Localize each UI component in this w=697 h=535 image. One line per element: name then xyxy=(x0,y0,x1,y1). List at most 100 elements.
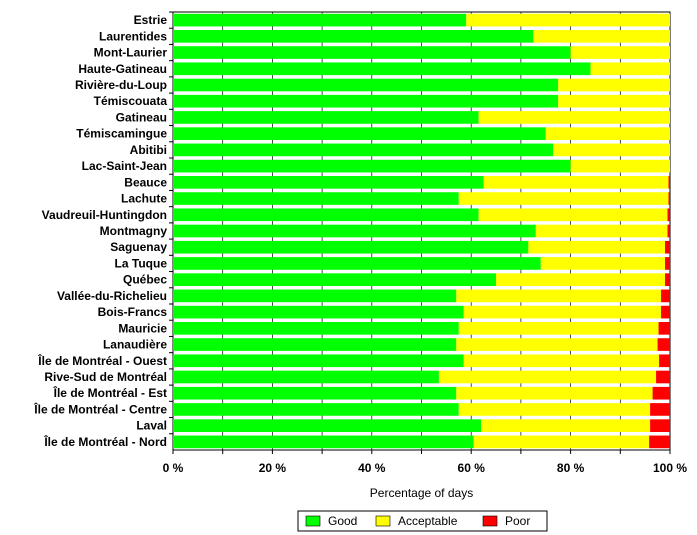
bar-good xyxy=(173,208,479,222)
bar-good xyxy=(173,386,457,400)
bar-acceptable xyxy=(545,127,670,140)
bar-acceptable xyxy=(570,159,670,173)
category-label: Haute-Gatineau xyxy=(78,62,167,76)
bar-acceptable xyxy=(496,273,666,286)
legend: Good Acceptable Poor xyxy=(297,510,548,532)
bar-acceptable xyxy=(553,143,670,157)
bar-acceptable xyxy=(570,46,670,59)
bar-good xyxy=(173,78,559,92)
bar-good xyxy=(173,419,482,432)
bar-poor xyxy=(649,435,670,449)
x-tick-label: 80 % xyxy=(557,461,585,475)
legend-label-good: Good xyxy=(328,514,357,528)
bar-acceptable xyxy=(535,224,668,238)
bar-good xyxy=(173,273,497,286)
bar-good xyxy=(173,224,536,238)
category-label: Lachute xyxy=(121,192,167,206)
bar-acceptable xyxy=(533,30,670,43)
bar-good xyxy=(173,127,546,140)
legend-swatch-acceptable xyxy=(375,515,391,527)
category-label: Lac-Saint-Jean xyxy=(82,159,167,173)
bar-good xyxy=(173,435,474,449)
category-label: Île de Montréal - Centre xyxy=(33,401,167,416)
bar-good xyxy=(173,62,591,76)
bar-good xyxy=(173,46,571,59)
category-label: Laval xyxy=(136,419,167,433)
category-label: Témiscamingue xyxy=(76,127,167,141)
bar-good xyxy=(173,240,529,254)
bar-good xyxy=(173,257,541,270)
bar-poor xyxy=(661,305,670,319)
bar-poor xyxy=(665,257,670,270)
bar-good xyxy=(173,176,484,189)
bar-good xyxy=(173,111,479,124)
bar-acceptable xyxy=(483,176,669,189)
category-label: Beauce xyxy=(124,175,167,189)
legend-swatch-good xyxy=(305,515,321,527)
legend-swatch-poor xyxy=(482,515,498,527)
bar-poor xyxy=(659,354,670,368)
bar-acceptable xyxy=(456,289,662,303)
category-label: Québec xyxy=(123,273,167,287)
category-label: Gatineau xyxy=(116,110,167,124)
bar-good xyxy=(173,305,464,319)
bar-acceptable xyxy=(473,435,650,449)
bar-acceptable xyxy=(456,338,658,351)
category-label: Montmagny xyxy=(100,224,168,238)
bar-poor xyxy=(656,370,670,384)
bar-acceptable xyxy=(456,386,653,400)
bar-acceptable xyxy=(558,94,670,108)
x-tick-label: 40 % xyxy=(358,461,386,475)
x-tick-label: 0 % xyxy=(163,461,184,475)
category-label: Rive-Sud de Montréal xyxy=(44,370,167,384)
bar-good xyxy=(173,354,464,368)
bar-acceptable xyxy=(438,370,657,384)
category-label: Île de Montréal - Est xyxy=(53,385,167,400)
bar-good xyxy=(173,370,439,384)
bar-poor xyxy=(667,224,670,238)
bar-acceptable xyxy=(540,257,666,270)
bar-acceptable xyxy=(478,208,668,222)
bar-acceptable xyxy=(558,78,670,92)
bar-poor xyxy=(661,289,670,303)
category-label: Vaudreuil-Huntingdon xyxy=(42,208,167,222)
category-label: Témiscouata xyxy=(94,94,168,108)
bar-good xyxy=(173,403,459,416)
bar-acceptable xyxy=(458,403,651,416)
bars xyxy=(173,13,670,449)
category-label: Bois-Francs xyxy=(98,305,168,319)
bar-good xyxy=(173,143,554,157)
category-label: Mont-Laurier xyxy=(94,46,168,60)
category-label: Île de Montréal - Ouest xyxy=(37,353,167,368)
bar-good xyxy=(173,30,534,43)
category-label: Mauricie xyxy=(118,321,167,335)
bar-good xyxy=(173,322,459,335)
bar-good xyxy=(173,338,457,351)
bar-poor xyxy=(657,338,670,351)
bar-good xyxy=(173,289,457,303)
category-labels: Estrie Laurentides Mont-Laurier Haute-Gatin… xyxy=(33,13,167,449)
x-axis: 0 % 20 % 40 % 60 % 80 % 100 % xyxy=(163,11,687,475)
bar-poor xyxy=(668,192,670,205)
bar-good xyxy=(173,94,559,108)
bar-poor xyxy=(650,403,670,416)
x-tick-label: 20 % xyxy=(259,461,287,475)
category-label: Rivière-du-Loup xyxy=(75,78,167,92)
bar-good xyxy=(173,159,571,173)
x-axis-title: Percentage of days xyxy=(370,486,473,500)
bar-acceptable xyxy=(478,111,670,124)
bar-poor xyxy=(668,176,670,189)
bar-poor xyxy=(652,386,670,400)
category-label: Île de Montréal - Nord xyxy=(43,434,167,449)
legend-label-acceptable: Acceptable xyxy=(398,514,458,528)
bar-acceptable xyxy=(466,13,670,27)
bar-acceptable xyxy=(458,322,659,335)
bar-acceptable xyxy=(458,192,669,205)
category-label: Saguenay xyxy=(110,240,167,254)
bar-acceptable xyxy=(481,419,651,432)
bar-poor xyxy=(650,419,670,432)
category-label: Laurentides xyxy=(99,29,167,43)
bar-acceptable xyxy=(463,305,662,319)
category-label: Abitibi xyxy=(130,143,167,157)
